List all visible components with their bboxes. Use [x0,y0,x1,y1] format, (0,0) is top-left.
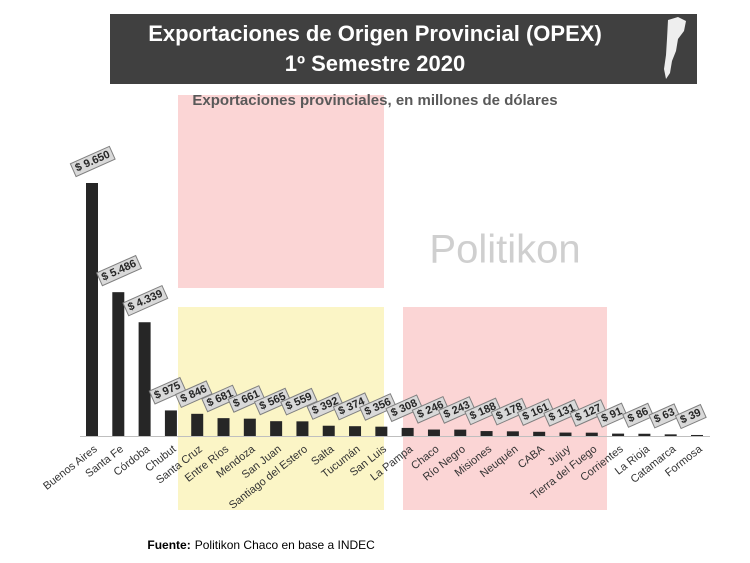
value-label-box [648,403,681,429]
bar [375,426,388,436]
value-label-box [332,392,372,421]
bar [559,432,572,436]
map-icon [664,17,686,79]
bar [86,183,98,436]
value-label-box [148,376,187,405]
title-bar [110,14,697,84]
source: Fuente: Politikon Chaco en base a INDEC [147,538,375,552]
bar [401,427,414,436]
value-label-text: $ 4.339 [126,288,164,314]
value-label: $ 63 [648,403,681,429]
value-label: $ 9.650 [69,145,116,178]
value-label: $ 86 [622,402,655,428]
value-label-box [516,398,555,426]
bar [612,433,625,436]
watermark: Politikon [429,228,580,272]
value-label-box [69,145,116,178]
bar [349,426,362,436]
value-label-box [227,385,266,413]
value-label-box [201,384,239,413]
value-label-box [306,392,345,420]
bar [638,433,651,436]
value-label: $ 91 [595,402,628,428]
value-label-box [253,387,292,416]
value-label: $ 4.339 [122,284,169,317]
bar [506,431,519,436]
chart-subtitle: Exportaciones provinciales, en millones … [192,92,557,109]
bar [243,418,256,436]
bar [454,429,467,436]
value-label-box [359,393,397,421]
source-text: Politikon Chaco en base a INDEC [195,538,375,552]
value-label-box [569,399,608,427]
bar [191,413,204,436]
bar [322,425,335,436]
value-label-box [96,254,143,287]
chart-title: Exportaciones de Origen Provincial (OPEX… [148,21,602,46]
chart-title: 1º Semestre 2020 [285,51,466,76]
value-label-box [437,396,476,424]
value-label-box [411,395,450,424]
value-label: $ 39 [674,403,707,430]
bar [270,421,283,436]
bar [691,434,703,436]
value-label-box [490,397,529,426]
bar [533,431,546,436]
value-label: $ 5.486 [96,254,143,287]
value-label-box [464,397,502,426]
value-label-box [595,402,628,428]
bar [480,431,493,436]
bar [664,434,677,436]
bar [138,322,151,436]
source-label: Fuente: [147,538,190,552]
bar [217,418,230,436]
bar [296,421,309,436]
value-label-box [385,394,424,423]
value-label-box [280,387,318,416]
bar [164,410,177,436]
value-label-box [174,380,213,409]
bar [427,429,440,436]
value-label-box [543,399,581,427]
background-block [178,95,384,288]
value-label-text: $ 5.486 [100,258,138,284]
value-label-box [122,284,169,317]
value-label-text: $ 9.650 [74,149,112,175]
value-label-box [622,402,655,428]
value-label-box [674,403,707,430]
bar [585,432,598,436]
bar [112,292,125,436]
